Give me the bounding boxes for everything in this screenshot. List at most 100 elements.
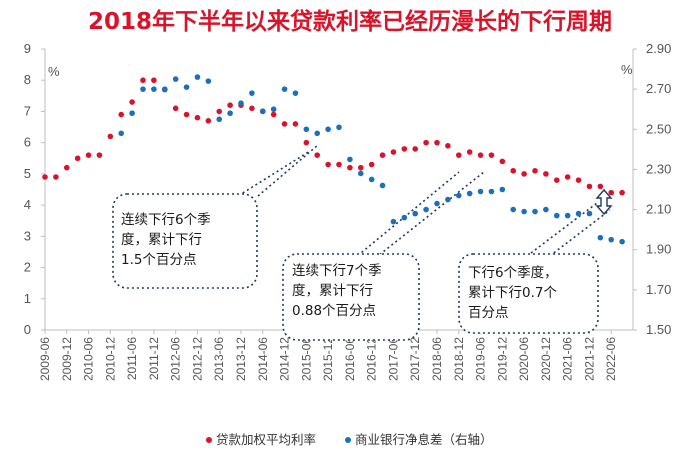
nim-point: [543, 206, 549, 213]
left-tick-label: 6: [24, 135, 31, 150]
legend: 贷款加权平均利率 商业银行净息差（右轴）: [206, 432, 493, 447]
right-tick-label: 1.90: [646, 242, 671, 257]
loan-rate-point: [129, 99, 135, 105]
nim-point: [281, 86, 288, 92]
loan-rate-point: [619, 189, 625, 196]
loan-rate-point: [357, 164, 364, 171]
loan-rate-point: [292, 121, 299, 127]
x-tick-label: 2009-12: [60, 337, 74, 381]
legend-marker-nim: [345, 437, 351, 443]
nim-point: [303, 126, 310, 133]
annotation-box: [282, 253, 420, 341]
nim-point: [445, 196, 451, 203]
x-tick-label: 2012-12: [190, 337, 204, 381]
x-tick-label: 2021-06: [561, 337, 575, 381]
x-tick-label: 2011-12: [147, 337, 161, 380]
axis-layer: 0 1 2 3 4 5 6 7 8 9 1.50 1.70 1.90 2.10 2.30 2.50 2.70 2.…: [24, 41, 672, 381]
nim-point: [488, 188, 495, 195]
nim-point: [140, 86, 146, 92]
loan-rate-point: [412, 146, 419, 152]
nim-point: [586, 210, 593, 217]
loan-rate-point: [455, 152, 462, 158]
loan-rate-point: [434, 139, 440, 146]
nim-point: [379, 182, 386, 189]
nim-point: [314, 130, 321, 137]
loan-rate-point: [281, 121, 288, 127]
annotation-text: 0.88个百分点: [292, 303, 376, 319]
annotation-text: 下行6个季度，: [468, 265, 558, 281]
loan-rate-point: [336, 161, 342, 168]
legend-marker-loan-rate: [206, 437, 212, 443]
nim-point: [608, 236, 615, 243]
nim-point: [619, 238, 625, 245]
annotation-text: 度，累计下行: [121, 232, 202, 248]
loan-rate-point: [564, 174, 571, 180]
nim-point: [270, 106, 277, 113]
loan-rate-point: [74, 155, 81, 162]
left-tick-label: 8: [24, 72, 31, 87]
x-tick-label: 2010-12: [103, 337, 117, 381]
left-axis-unit: %: [48, 64, 60, 79]
left-tick-label: 0: [24, 322, 31, 337]
chart-title: 2018年下半年以来贷款利率已经历漫长的下行周期: [87, 9, 612, 35]
nim-point: [292, 90, 299, 96]
loan-rate-point: [183, 111, 190, 118]
loan-rate-point: [477, 152, 484, 158]
series-loan-rate: [42, 77, 625, 196]
nim-point: [259, 108, 266, 115]
nim-point: [129, 110, 135, 117]
nim-point: [227, 110, 233, 117]
nim-point: [401, 214, 408, 221]
loan-rate-point: [227, 102, 233, 108]
loan-rate-point: [347, 164, 353, 171]
loan-rate-point: [445, 142, 451, 149]
legend-label-nim: 商业银行净息差（右轴）: [355, 432, 493, 447]
change-arrow-marker: [595, 188, 613, 216]
x-tick-label: 2013-06: [212, 337, 226, 381]
nim-point: [510, 206, 517, 213]
loan-rate-point: [249, 105, 255, 112]
nim-point: [118, 130, 125, 137]
right-tick-label: 2.30: [646, 161, 671, 176]
nim-point: [597, 234, 604, 241]
nim-point: [336, 124, 342, 131]
x-tick-label: 2022-06: [604, 337, 618, 381]
nim-point: [151, 86, 157, 92]
right-axis-unit: %: [621, 62, 633, 77]
left-tick-label: 9: [24, 41, 31, 56]
annotation-leader-line: [363, 171, 485, 268]
loan-rate-point: [96, 152, 103, 158]
loan-rate-point: [270, 111, 277, 118]
x-tick-label: 2018-12: [452, 337, 466, 381]
nim-point: [183, 84, 190, 90]
loan-rate-point: [499, 158, 506, 165]
x-tick-label: 2013-12: [234, 337, 248, 381]
nim-point: [564, 212, 571, 219]
loan-rate-point: [586, 183, 593, 190]
x-tick-label: 2017-12: [408, 337, 422, 381]
nim-point: [249, 90, 255, 96]
x-tick-label: 2011-06: [125, 337, 139, 380]
annotation-box: [112, 193, 258, 289]
left-tick-label: 1: [24, 291, 31, 306]
x-tick-label: 2014-06: [256, 337, 270, 381]
x-tick-label: 2020-12: [539, 337, 553, 381]
loan-rate-point: [303, 139, 310, 146]
loan-rate-point: [85, 152, 92, 158]
nim-point: [357, 170, 364, 177]
nim-point: [194, 74, 201, 80]
x-tick-label: 2015-06: [299, 337, 313, 381]
loan-rate-point: [488, 152, 495, 158]
annotation-text: 连续下行7个季: [292, 263, 382, 279]
annotation-box: [458, 253, 599, 334]
nim-point: [499, 186, 506, 193]
loan-rate-point: [553, 177, 560, 183]
annotation-text: 连续下行6个季: [121, 212, 211, 228]
nim-point: [575, 210, 582, 217]
annotation-leader-line: [229, 150, 311, 202]
annotation-leader-lines: [229, 144, 611, 269]
nim-point: [553, 212, 560, 219]
right-tick-label: 2.10: [646, 202, 671, 217]
x-tick-label: 2012-06: [169, 337, 183, 381]
